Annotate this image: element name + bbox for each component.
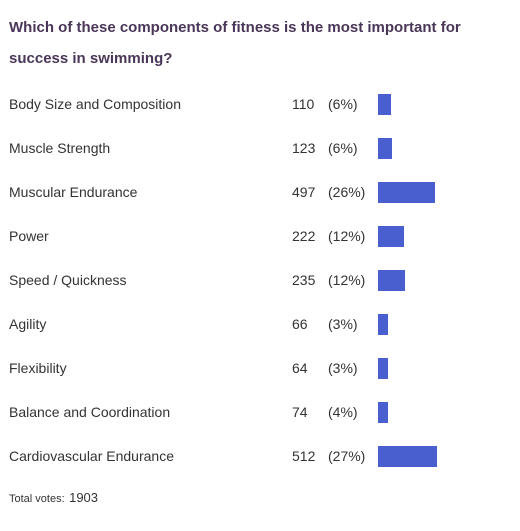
- total-votes-value: 1903: [69, 490, 99, 505]
- result-row: Cardiovascular Endurance 512 (27%): [0, 444, 520, 468]
- result-bar: [378, 182, 435, 203]
- option-label: Power: [9, 228, 49, 244]
- total-votes-label: Total votes:: [9, 493, 65, 505]
- vote-count: 110: [292, 96, 315, 112]
- result-bar: [378, 226, 404, 247]
- vote-count: 512: [292, 448, 316, 464]
- result-bar: [378, 446, 437, 467]
- vote-count: 123: [292, 140, 316, 156]
- result-row: Power 222 (12%): [0, 224, 520, 248]
- vote-count: 74: [292, 404, 308, 420]
- option-label: Agility: [9, 316, 47, 332]
- vote-percent: (6%): [328, 96, 358, 112]
- vote-count: 64: [292, 360, 308, 376]
- result-bar: [378, 94, 391, 115]
- vote-count: 222: [292, 228, 316, 244]
- result-bar: [378, 270, 405, 291]
- option-label: Body Size and Composition: [9, 96, 181, 112]
- vote-percent: (4%): [328, 404, 358, 420]
- result-bar: [378, 138, 392, 159]
- vote-count: 235: [292, 272, 316, 288]
- poll-question: Which of these components of fitness is …: [9, 19, 461, 67]
- option-label: Muscle Strength: [9, 140, 111, 156]
- total-votes: Total votes: 1903: [9, 489, 98, 508]
- option-label: Flexibility: [9, 360, 67, 376]
- vote-percent: (26%): [328, 184, 366, 200]
- vote-percent: (12%): [328, 228, 366, 244]
- vote-percent: (3%): [328, 360, 358, 376]
- vote-percent: (12%): [328, 272, 366, 288]
- vote-percent: (3%): [328, 316, 358, 332]
- result-row: Muscular Endurance 497 (26%): [0, 180, 520, 204]
- result-row: Agility 66 (3%): [0, 312, 520, 336]
- result-bar: [378, 358, 388, 379]
- result-row: Flexibility 64 (3%): [0, 356, 520, 380]
- option-label: Muscular Endurance: [9, 184, 138, 200]
- result-row: Balance and Coordination 74 (4%): [0, 400, 520, 424]
- result-bar: [378, 314, 388, 335]
- option-label: Balance and Coordination: [9, 404, 171, 420]
- result-row: Muscle Strength 123 (6%): [0, 136, 520, 160]
- option-label: Cardiovascular Endurance: [9, 448, 174, 464]
- vote-percent: (6%): [328, 140, 358, 156]
- vote-percent: (27%): [328, 448, 366, 464]
- vote-count: 497: [292, 184, 316, 200]
- result-bar: [378, 402, 388, 423]
- result-row: Body Size and Composition 110 (6%): [0, 92, 520, 116]
- vote-count: 66: [292, 316, 308, 332]
- result-row: Speed / Quickness 235 (12%): [0, 268, 520, 292]
- option-label: Speed / Quickness: [9, 272, 127, 288]
